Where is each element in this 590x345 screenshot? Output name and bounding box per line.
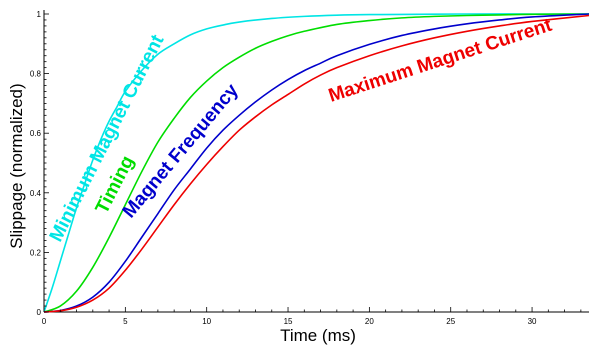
ticks-layer: 0 5 10 15 20 25 30 0 0.2 0.4 0.6 0.8 1 [30, 10, 582, 326]
y-tick-label: 0 [37, 308, 42, 317]
series-line-maximum-magnet-current [43, 14, 590, 313]
series-layer [43, 13, 590, 313]
axes [43, 10, 589, 313]
y-tick-label: 0.8 [30, 70, 42, 79]
y-tick-label: 0.4 [30, 189, 42, 198]
series-line-minimum-magnet-current [43, 13, 589, 313]
x-tick-label: 10 [202, 317, 211, 326]
series-line-timing [43, 13, 590, 313]
y-axis-title: Slippage (normalized) [7, 83, 26, 248]
x-tick-label: 15 [284, 317, 293, 326]
y-tick-label: 0.2 [30, 248, 42, 257]
x-axis-title: Time (ms) [280, 326, 356, 345]
x-tick-label: 30 [528, 317, 537, 326]
y-tick-label: 1 [37, 10, 42, 19]
x-tick-label: 20 [365, 317, 374, 326]
series-line-magnet-frequency [43, 13, 590, 313]
x-tick-label: 5 [123, 317, 128, 326]
y-tick-label: 0.6 [30, 129, 42, 138]
x-tick-label: 25 [446, 317, 455, 326]
x-tick-label: 0 [42, 317, 47, 326]
